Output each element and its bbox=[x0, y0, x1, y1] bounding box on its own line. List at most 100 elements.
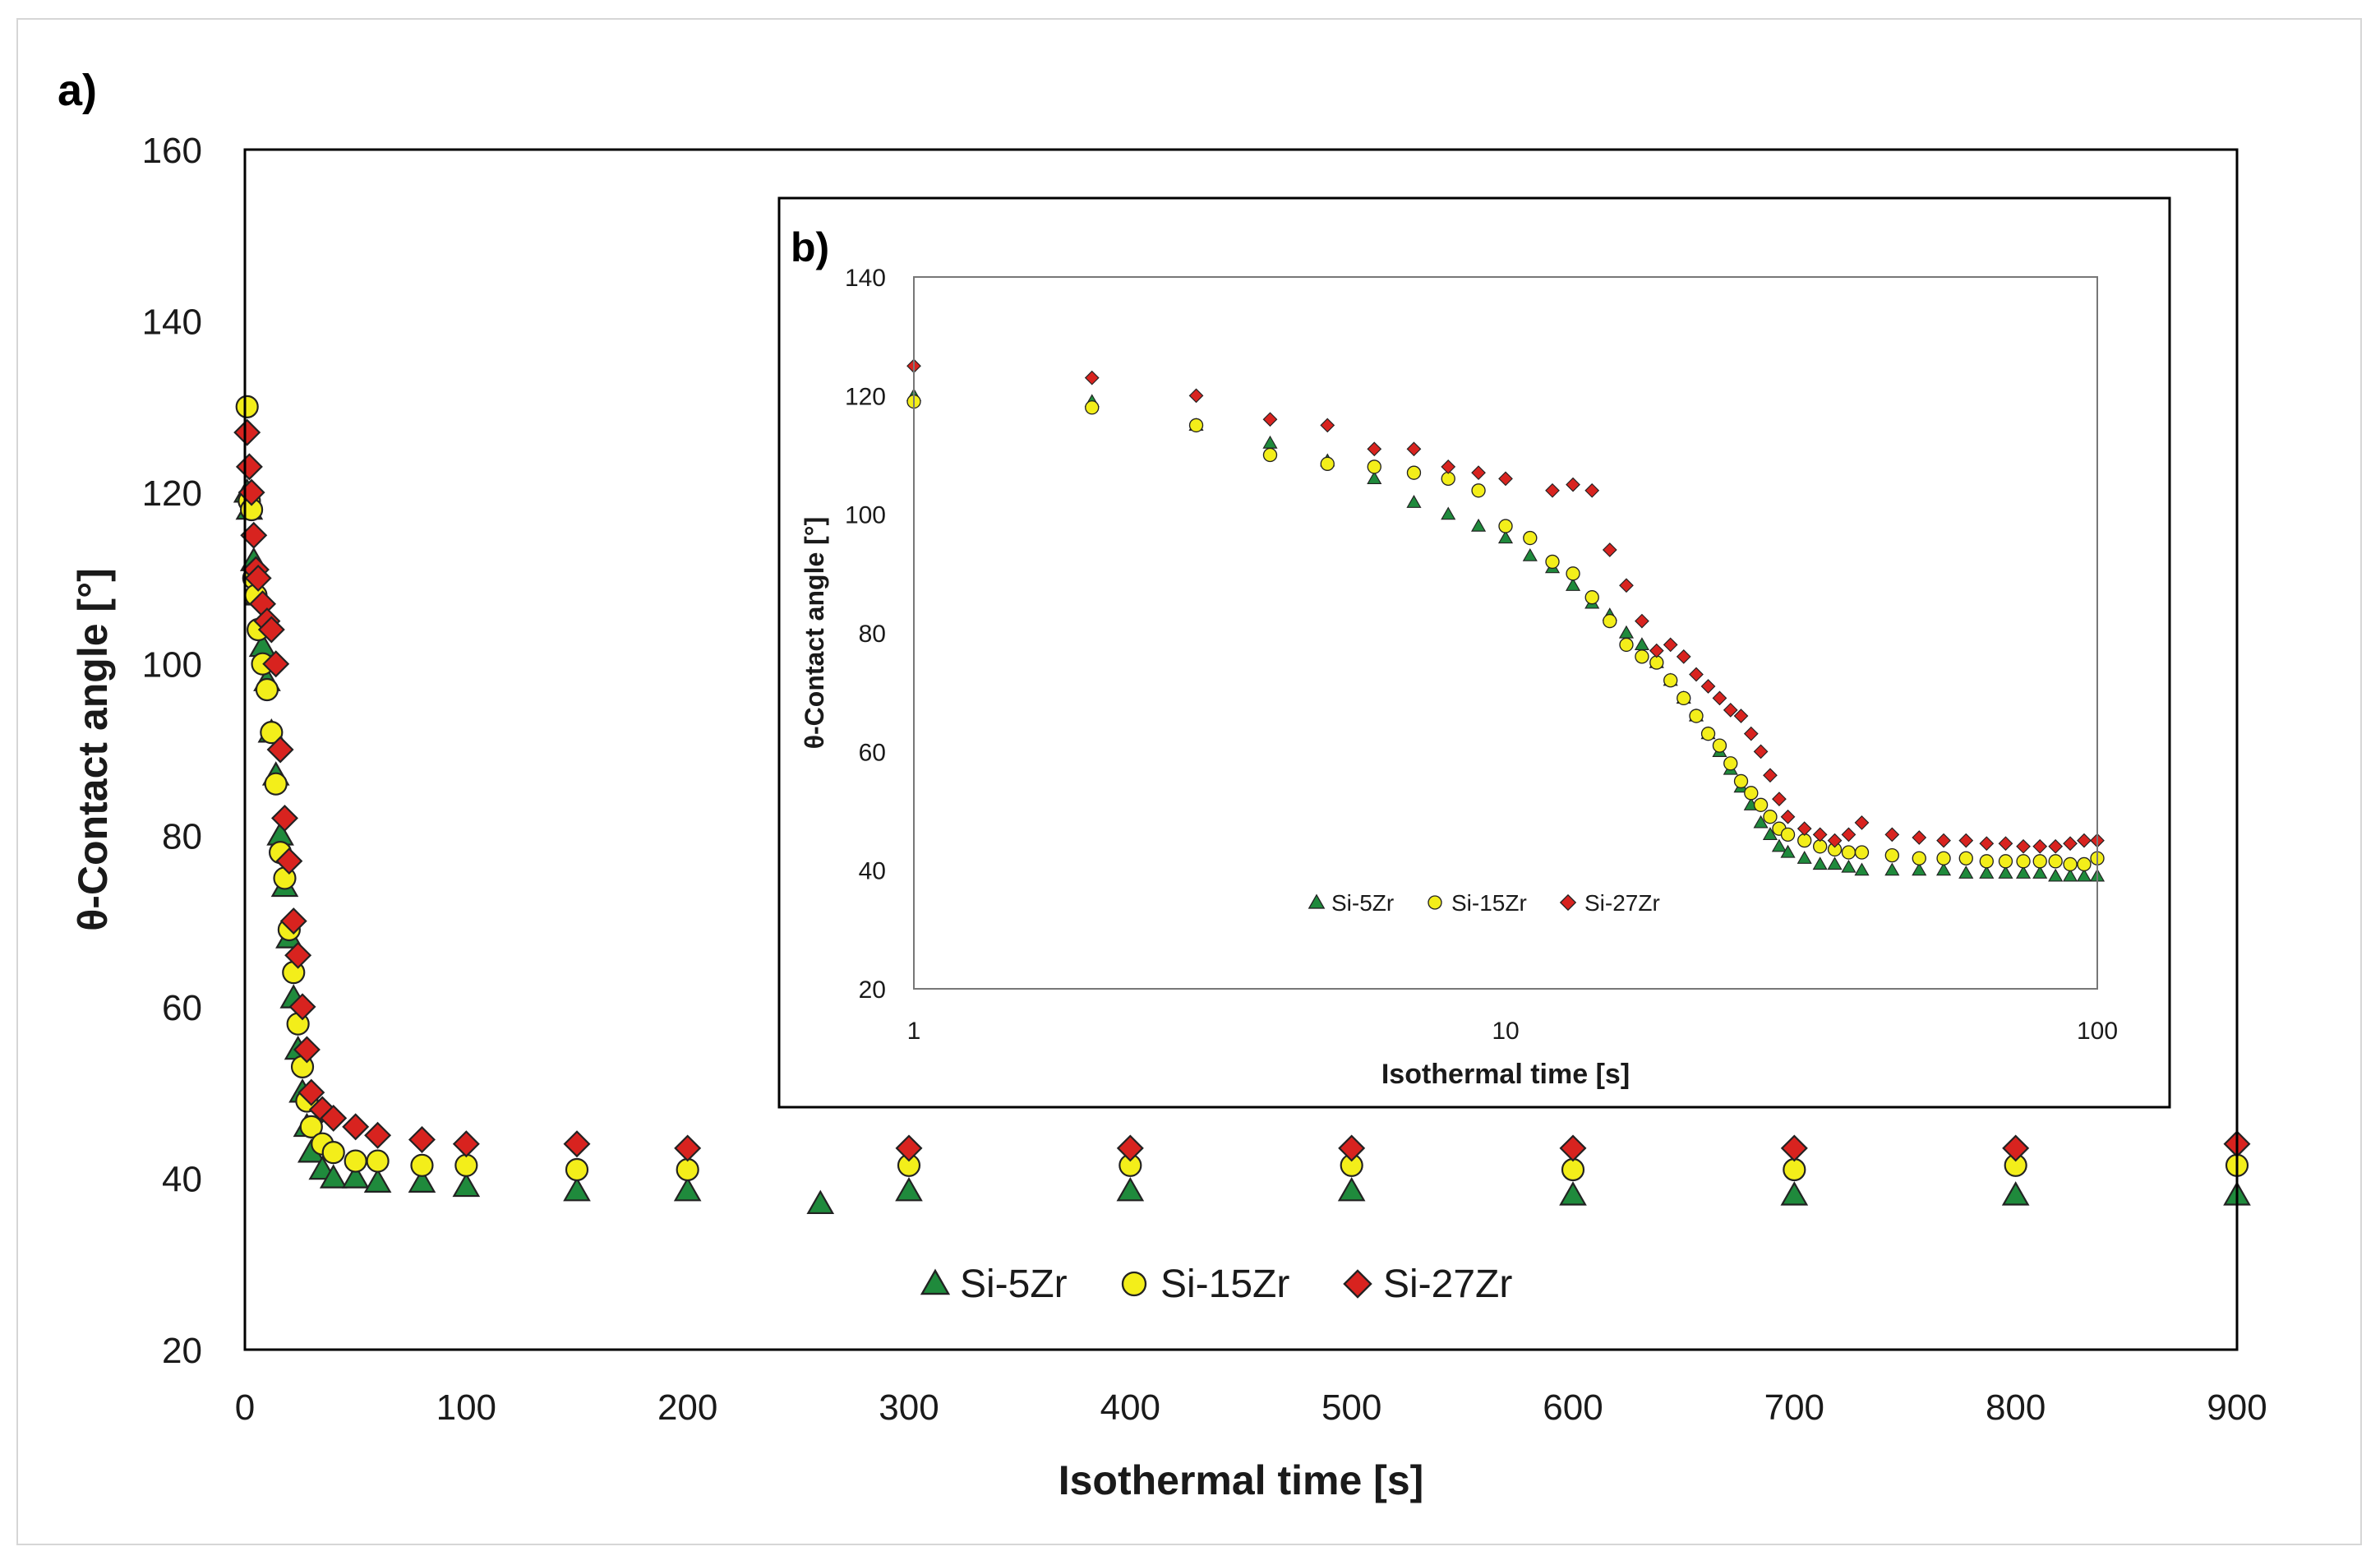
inset-point-si5zr-35 bbox=[1884, 862, 1900, 876]
inset-point-si5zr-28 bbox=[1771, 838, 1787, 852]
inset-point-si15zr-42 bbox=[2032, 854, 2047, 869]
main-point-si15zr-23 bbox=[454, 1153, 478, 1177]
inset-point-si5zr-12 bbox=[1565, 578, 1581, 591]
main-legend-marker-si5zr bbox=[920, 1268, 951, 1295]
main-point-si27zr-12 bbox=[275, 847, 303, 875]
inset-point-si27zr-42 bbox=[2048, 838, 2064, 854]
inset-y-tick-100: 100 bbox=[845, 502, 886, 529]
main-point-si5zr-20 bbox=[408, 1168, 436, 1193]
inset-legend-marker-si27zr bbox=[1559, 893, 1577, 912]
inset-x-tick-1: 1 bbox=[907, 1018, 921, 1045]
inset-point-si5zr-27 bbox=[1762, 827, 1778, 840]
inset-point-si5zr-10 bbox=[1522, 547, 1538, 561]
inset-point-si27zr-17 bbox=[1663, 637, 1678, 653]
inset-y-tick-20: 20 bbox=[859, 976, 886, 1004]
inset-point-si15zr-15 bbox=[1619, 637, 1634, 653]
inset-point-si5zr-36 bbox=[1912, 862, 1927, 876]
inset-point-si27zr-29 bbox=[1797, 821, 1812, 837]
inset-point-si5zr-7 bbox=[1441, 506, 1456, 520]
inset-point-si27zr-37 bbox=[1958, 833, 1974, 848]
main-legend-label-si15zr: Si-15Zr bbox=[1160, 1263, 1289, 1306]
main-x-tick-900: 900 bbox=[2207, 1387, 2267, 1428]
inset-point-si27zr-21 bbox=[1712, 690, 1727, 706]
inset-point-si27zr-40 bbox=[2016, 838, 2031, 854]
main-y-axis-title: θ-Contact angle [°] bbox=[70, 568, 116, 930]
inset-point-si15zr-3 bbox=[1262, 447, 1278, 463]
main-point-si5zr-19 bbox=[363, 1168, 392, 1193]
main-point-si27zr-22 bbox=[408, 1126, 436, 1153]
inset-point-si15zr-39 bbox=[1979, 854, 1994, 869]
inset-point-si27zr-22 bbox=[1723, 702, 1738, 718]
inset-point-si5zr-41 bbox=[2015, 866, 2032, 879]
inset-point-si15zr-22 bbox=[1712, 738, 1727, 753]
inset-y-tick-140: 140 bbox=[845, 265, 886, 292]
main-point-si27zr-16 bbox=[293, 1036, 321, 1064]
inset-y-tick-80: 80 bbox=[859, 621, 886, 648]
main-point-si15zr-17 bbox=[299, 1115, 323, 1138]
inset-point-si27zr-2 bbox=[1188, 388, 1204, 404]
inset-point-si5zr-44 bbox=[2062, 868, 2078, 882]
main-x-tick-800: 800 bbox=[1986, 1387, 2046, 1428]
inset-y-tick-40: 40 bbox=[859, 858, 886, 885]
inset-point-si15zr-38 bbox=[1958, 851, 1973, 866]
inset-legend: Si-5Zr Si-15Zr Si-27Zr bbox=[1308, 890, 1660, 916]
inset-point-si5zr-42 bbox=[2032, 866, 2048, 879]
main-point-si27zr-26 bbox=[895, 1134, 923, 1162]
inset-point-si15zr-34 bbox=[1854, 845, 1870, 860]
inset-point-si5zr-9 bbox=[1497, 530, 1514, 544]
inset-point-si27zr-24 bbox=[1743, 726, 1759, 741]
main-x-tick-0: 0 bbox=[235, 1387, 255, 1428]
main-legend-label-si5zr: Si-5Zr bbox=[960, 1263, 1068, 1306]
main-point-si27zr-27 bbox=[1116, 1134, 1144, 1162]
main-point-si27zr-29 bbox=[1559, 1134, 1587, 1162]
main-legend: Si-5Zr Si-15Zr Si-27Zr bbox=[920, 1263, 1512, 1306]
main-point-si27zr-20 bbox=[342, 1113, 370, 1141]
inset-point-si15zr-26 bbox=[1753, 797, 1769, 812]
main-point-si5zr-28 bbox=[1559, 1181, 1587, 1206]
inset-ticks: 1 10 100 20 40 60 80 100 120 140 bbox=[845, 265, 2118, 1045]
inset-point-si15zr-44 bbox=[2063, 856, 2078, 872]
inset-y-tick-120: 120 bbox=[845, 383, 886, 410]
main-point-si15zr-29 bbox=[1561, 1157, 1585, 1182]
main-x-tick-400: 400 bbox=[1100, 1387, 1160, 1428]
inset-point-si15zr-14 bbox=[1603, 613, 1617, 629]
inset-point-si5zr-37 bbox=[1936, 862, 1952, 876]
main-point-si15zr-0 bbox=[235, 395, 259, 418]
inset-point-si27zr-15 bbox=[1635, 613, 1649, 629]
main-point-si15zr-7 bbox=[255, 677, 279, 702]
main-point-si15zr-9 bbox=[264, 772, 288, 796]
inset-point-si27zr-9 bbox=[1498, 471, 1513, 487]
main-point-si5zr-25 bbox=[895, 1176, 923, 1202]
inset-point-si27zr-25 bbox=[1753, 744, 1769, 759]
inset-point-si27zr-28 bbox=[1780, 809, 1796, 824]
main-ticks: 0 100 200 300 400 500 600 700 800 900204060801001… bbox=[142, 131, 2267, 1428]
inset-point-si5zr-31 bbox=[1812, 856, 1828, 870]
inset-point-si27zr-39 bbox=[1998, 836, 2013, 852]
inset-point-si5zr-39 bbox=[1979, 866, 1995, 879]
inset-point-si15zr-11 bbox=[1545, 554, 1560, 570]
main-y-tick-100: 100 bbox=[142, 645, 202, 686]
main-point-si15zr-21 bbox=[366, 1149, 390, 1173]
main-legend-marker-si27zr bbox=[1343, 1269, 1372, 1299]
inset-point-si27zr-38 bbox=[1979, 836, 1995, 852]
inset-legend-label-si5zr: Si-5Zr bbox=[1331, 890, 1394, 916]
main-y-tick-40: 40 bbox=[162, 1159, 202, 1199]
main-point-si27zr-10 bbox=[266, 736, 294, 764]
inset-point-si27zr-23 bbox=[1733, 709, 1749, 723]
inset-point-si27zr-30 bbox=[1812, 827, 1828, 843]
inset-legend-markers bbox=[1308, 893, 1577, 912]
main-x-axis-title: Isothermal time [s] bbox=[1059, 1457, 1424, 1503]
inset-point-si15zr-36 bbox=[1912, 851, 1926, 866]
main-y-tick-120: 120 bbox=[142, 473, 202, 514]
inset-x-tick-10: 10 bbox=[1492, 1018, 1519, 1045]
inset-point-si15zr-12 bbox=[1566, 566, 1580, 581]
main-point-si15zr-25 bbox=[676, 1157, 699, 1182]
inset-point-si5zr-26 bbox=[1753, 815, 1769, 829]
inset-point-si5zr-45 bbox=[2076, 868, 2092, 882]
main-point-si27zr-11 bbox=[270, 804, 298, 832]
inset-point-si15zr-5 bbox=[1367, 459, 1381, 474]
inset-point-si5zr-33 bbox=[1841, 859, 1856, 873]
main-legend-label-si27zr: Si-27Zr bbox=[1383, 1263, 1512, 1306]
inset-point-si27zr-5 bbox=[1367, 441, 1382, 457]
main-point-si27zr-17 bbox=[298, 1078, 325, 1106]
